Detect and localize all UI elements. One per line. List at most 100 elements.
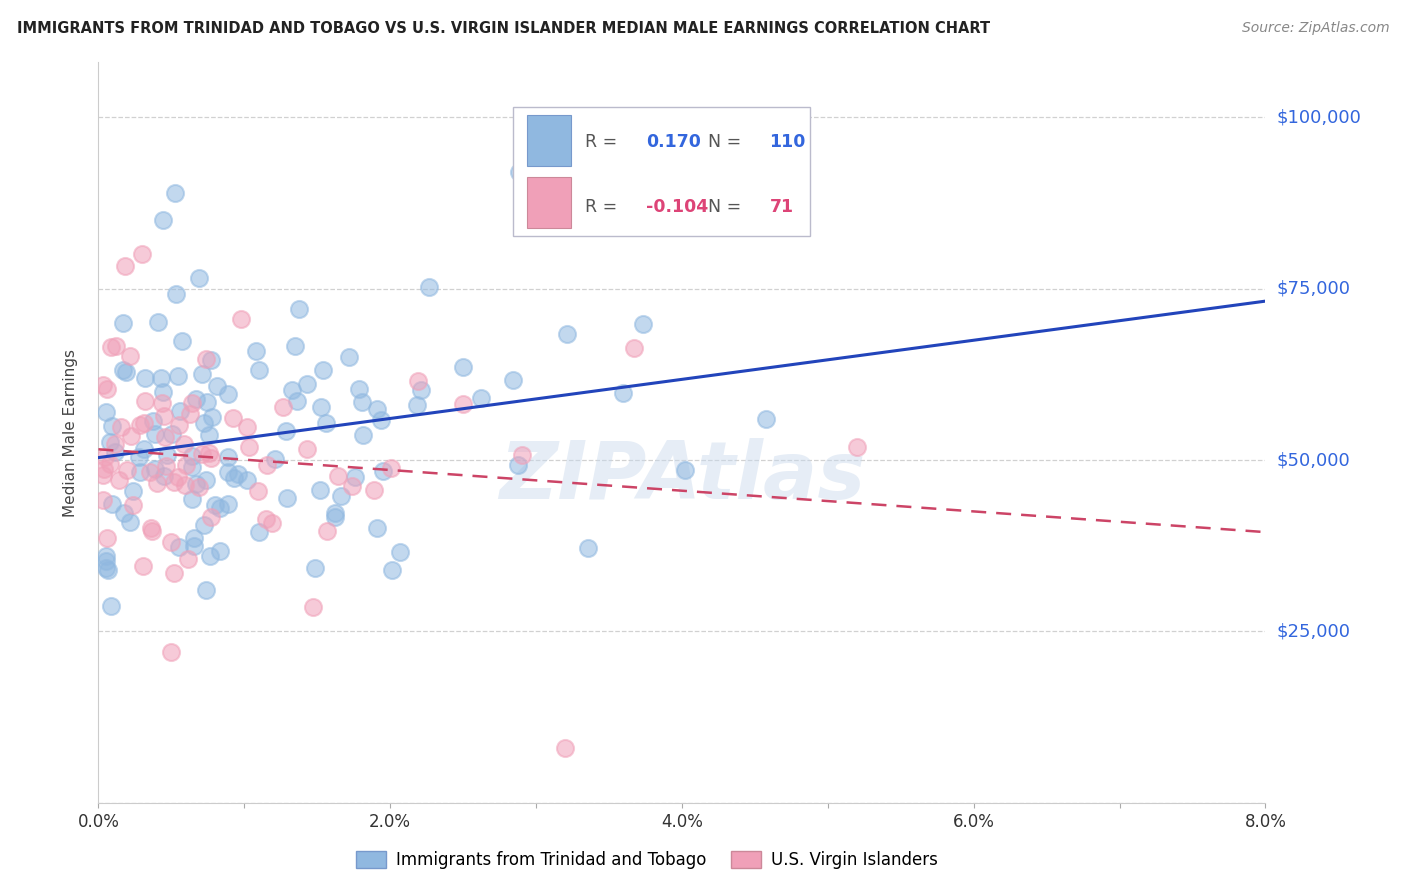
Point <box>576 541 599 555</box>
Point <box>191 367 214 381</box>
Point <box>179 407 201 421</box>
Point <box>143 462 166 476</box>
Point <box>149 371 172 385</box>
Point <box>128 450 150 464</box>
Point <box>302 600 325 615</box>
Point <box>470 391 492 405</box>
Text: N =: N = <box>707 133 747 151</box>
Point <box>134 370 156 384</box>
Point <box>222 470 245 484</box>
Point <box>142 414 165 428</box>
Text: 0.170: 0.170 <box>645 133 700 151</box>
Point <box>191 447 214 461</box>
Point <box>91 468 114 483</box>
Point <box>165 287 187 301</box>
Point <box>173 436 195 450</box>
Point <box>418 279 440 293</box>
Point <box>315 416 337 430</box>
Point <box>288 301 311 316</box>
Point <box>134 393 156 408</box>
Point <box>304 561 326 575</box>
Text: R =: R = <box>585 198 623 216</box>
Point <box>195 582 218 597</box>
Point <box>153 468 176 483</box>
Point <box>200 451 222 466</box>
Point <box>167 470 190 484</box>
Point <box>247 524 270 539</box>
Point <box>122 483 145 498</box>
Point <box>260 516 283 531</box>
Point <box>169 404 191 418</box>
Point <box>555 326 578 341</box>
Point <box>94 561 117 575</box>
Point <box>183 539 205 553</box>
Point <box>328 469 350 483</box>
Point <box>104 339 127 353</box>
Point <box>143 427 166 442</box>
Point <box>181 449 204 463</box>
Point <box>100 340 122 354</box>
Point <box>631 317 654 331</box>
Point <box>217 465 239 479</box>
Point <box>93 462 115 476</box>
Point <box>173 477 195 491</box>
Point <box>183 532 205 546</box>
Point <box>195 474 218 488</box>
Point <box>120 429 142 443</box>
Point <box>96 531 118 545</box>
Point <box>200 549 222 563</box>
Point <box>188 480 211 494</box>
Point <box>146 315 169 329</box>
Point <box>94 549 117 563</box>
Point <box>198 428 221 442</box>
Point <box>373 464 395 478</box>
Point <box>160 426 183 441</box>
Point <box>226 467 249 481</box>
Text: R =: R = <box>585 133 623 151</box>
Point <box>238 440 260 454</box>
Point <box>132 416 155 430</box>
Point <box>502 373 524 387</box>
Point <box>167 368 190 383</box>
Point <box>141 524 163 538</box>
Point <box>845 440 868 454</box>
Point <box>163 566 186 580</box>
Point <box>110 419 132 434</box>
FancyBboxPatch shape <box>527 115 571 166</box>
Point <box>129 418 152 433</box>
Point <box>114 260 136 274</box>
Point <box>163 186 186 200</box>
Point <box>287 393 309 408</box>
Point <box>295 442 318 456</box>
Point <box>111 363 134 377</box>
Point <box>352 395 374 409</box>
Point <box>388 545 411 559</box>
Point <box>94 405 117 419</box>
Point <box>156 448 179 462</box>
Point <box>340 479 363 493</box>
Point <box>115 463 138 477</box>
Point <box>217 386 239 401</box>
Point <box>256 512 278 526</box>
Point <box>177 552 200 566</box>
Point <box>141 520 163 534</box>
Point <box>193 416 215 430</box>
Text: -0.104: -0.104 <box>645 198 709 216</box>
Point <box>247 483 270 498</box>
Point <box>194 351 217 366</box>
Point <box>129 465 152 479</box>
Point <box>380 460 402 475</box>
Point <box>218 450 240 465</box>
Point <box>554 741 576 756</box>
Point <box>205 379 228 393</box>
Point <box>623 341 645 355</box>
Text: $75,000: $75,000 <box>1277 280 1351 298</box>
Point <box>115 365 138 379</box>
Point <box>181 395 204 409</box>
Point <box>139 466 162 480</box>
Point <box>274 424 297 438</box>
Point <box>284 339 307 353</box>
Y-axis label: Median Male Earnings: Median Male Earnings <box>63 349 77 516</box>
Point <box>236 420 259 434</box>
Text: IMMIGRANTS FROM TRINIDAD AND TOBAGO VS U.S. VIRGIN ISLANDER MEDIAN MALE EARNINGS: IMMIGRANTS FROM TRINIDAD AND TOBAGO VS U… <box>17 21 990 36</box>
